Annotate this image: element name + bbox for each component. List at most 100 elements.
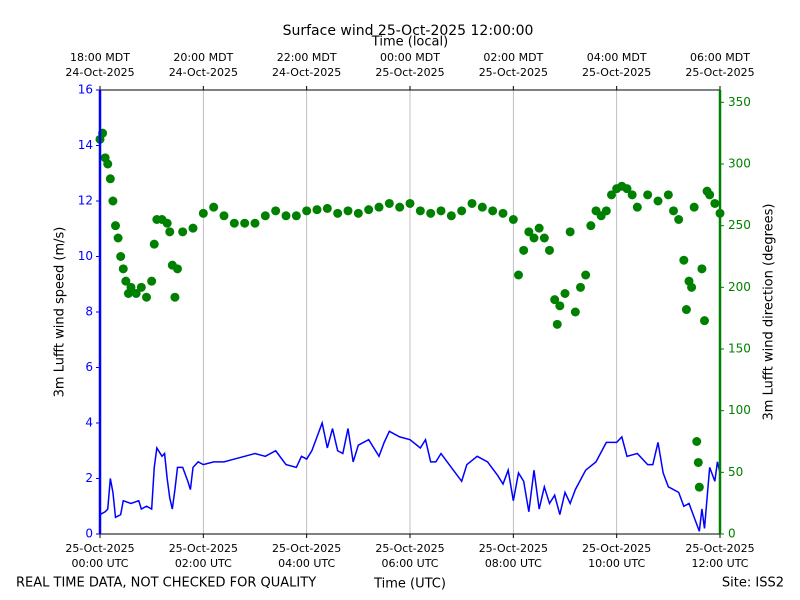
scatter-point: [170, 292, 180, 302]
scatter-point: [219, 211, 229, 221]
scatter-point: [178, 227, 188, 237]
scatter-point: [136, 282, 146, 292]
scatter-point: [113, 233, 123, 243]
scatter-point: [488, 206, 498, 216]
y-tick-label: 0: [85, 527, 93, 541]
top-tick-label: 00:00 MDT 25-Oct-2025: [375, 51, 444, 79]
scatter-point: [601, 206, 611, 216]
scatter-point: [131, 289, 141, 298]
scatter-point: [663, 190, 673, 200]
scatter-point: [250, 218, 260, 228]
scatter-point: [209, 202, 219, 212]
scatter-point: [679, 255, 689, 265]
scatter-point: [705, 190, 715, 200]
scatter-point: [322, 203, 332, 213]
y-tick-label: 10: [78, 249, 93, 263]
scatter-point: [586, 221, 596, 231]
scatter-point: [508, 215, 518, 224]
scatter-point: [302, 206, 312, 216]
scatter-point: [477, 202, 487, 212]
scatter-point: [426, 208, 436, 218]
scatter-point: [627, 190, 637, 200]
scatter-point: [693, 457, 703, 467]
scatter-point: [260, 211, 270, 221]
scatter-point: [446, 211, 456, 221]
scatter-point: [405, 198, 415, 208]
scatter-point: [105, 174, 115, 184]
scatter-point: [312, 205, 322, 215]
scatter-point: [632, 202, 642, 212]
scatter-point: [384, 198, 394, 208]
x-tick-label: 25-Oct-2025 00:00 UTC: [65, 542, 134, 570]
top-tick-label: 18:00 MDT 24-Oct-2025: [65, 51, 134, 79]
scatter-point: [689, 202, 699, 212]
chart-title: Surface wind 25-Oct-2025 12:00:00: [283, 23, 534, 39]
scatter-point: [149, 239, 159, 249]
scatter-point: [116, 252, 126, 261]
top-tick-label: 04:00 MDT 25-Oct-2025: [582, 51, 651, 79]
scatter-point: [674, 215, 684, 224]
series-line: [99, 420, 721, 532]
scatter-point: [700, 316, 709, 326]
scatter-point: [147, 276, 157, 286]
scatter-point: [534, 223, 544, 233]
scatter-point: [103, 159, 113, 169]
scatter-point: [121, 276, 131, 286]
scatter-point: [581, 270, 591, 280]
scatter-point: [142, 292, 151, 302]
scatter-point: [333, 208, 343, 218]
top-tick-label: 22:00 MDT 24-Oct-2025: [272, 51, 341, 79]
top-axis-label: Time (local): [371, 35, 448, 50]
scatter-point: [188, 223, 198, 233]
x-tick-label: 25-Oct-2025 06:00 UTC: [375, 542, 444, 570]
scatter-point: [576, 282, 585, 292]
scatter-point: [681, 305, 691, 315]
scatter-point: [529, 233, 539, 243]
footer-left: REAL TIME DATA, NOT CHECKED FOR QUALITY: [16, 576, 316, 591]
scatter-point: [552, 319, 562, 329]
scatter-point: [607, 190, 616, 200]
x-tick-label: 25-Oct-2025 04:00 UTC: [272, 542, 341, 570]
scatter-point: [173, 264, 182, 274]
y-tick-label: 6: [85, 360, 93, 374]
y-tick-label: 12: [78, 194, 93, 208]
top-tick-label: 06:00 MDT 25-Oct-2025: [685, 51, 754, 79]
scatter-point: [165, 227, 175, 237]
scatter-point: [240, 218, 250, 228]
y-tick-label: 14: [78, 138, 93, 152]
scatter-point: [353, 208, 363, 218]
scatter-point: [108, 196, 118, 206]
scatter-point: [198, 208, 208, 218]
scatter-point: [364, 205, 374, 215]
scatter-point: [229, 218, 239, 228]
y-axis-label: 3m Lufft wind speed (m/s): [53, 227, 68, 398]
scatter-point: [111, 221, 120, 231]
y2-tick-label: 100: [728, 403, 751, 417]
x-tick-label: 25-Oct-2025 08:00 UTC: [479, 542, 548, 570]
x-axis-label: Time (UTC): [373, 577, 446, 592]
y2-tick-label: 50: [728, 465, 743, 479]
scatter-point: [514, 270, 523, 280]
y2-tick-label: 150: [728, 342, 751, 356]
scatter-point: [687, 282, 697, 292]
y-tick-label: 16: [78, 83, 93, 97]
scatter-point: [565, 227, 575, 237]
top-tick-label: 02:00 MDT 25-Oct-2025: [479, 51, 548, 79]
scatter-point: [643, 190, 653, 200]
y-tick-label: 8: [85, 305, 93, 319]
scatter-point: [415, 206, 425, 216]
scatter-point: [710, 198, 720, 208]
scatter-point: [694, 482, 704, 492]
scatter-point: [692, 437, 702, 446]
top-tick-label: 20:00 MDT 24-Oct-2025: [169, 51, 238, 79]
scatter-point: [281, 211, 291, 221]
y2-axis-label: 3m Lufft wind direction (degrees): [762, 204, 777, 421]
scatter-point: [467, 198, 477, 208]
y2-tick-label: 200: [728, 280, 751, 294]
scatter-point: [550, 295, 560, 305]
scatter-point: [343, 206, 353, 216]
x-tick-label: 25-Oct-2025 12:00 UTC: [685, 542, 754, 570]
scatter-point: [570, 307, 580, 317]
y2-tick-label: 0: [728, 527, 736, 541]
scatter-point: [519, 245, 529, 255]
